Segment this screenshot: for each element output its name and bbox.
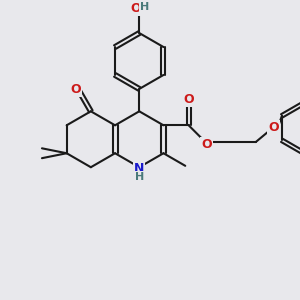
Text: O: O (201, 138, 212, 151)
Text: H: H (135, 172, 144, 182)
Text: O: O (130, 2, 141, 15)
Text: O: O (183, 93, 194, 106)
Text: N: N (134, 162, 145, 175)
Text: O: O (268, 121, 279, 134)
Text: O: O (71, 83, 81, 96)
Text: H: H (140, 2, 149, 12)
